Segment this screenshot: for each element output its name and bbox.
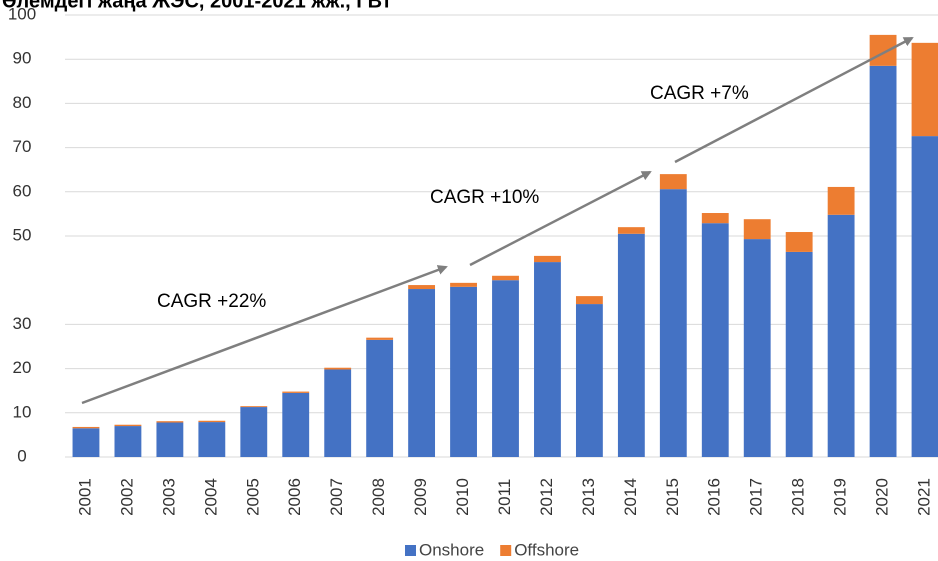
x-tick-label: 2007 (327, 478, 346, 516)
x-tick-label: 2014 (621, 478, 640, 516)
x-tick-label: 2012 (537, 478, 556, 516)
x-tick-label: 2013 (579, 478, 598, 516)
bar-segment (450, 286, 477, 457)
chart-title: Әлемдегі жаңа ЖЭС, 2001-2021 жж., ГВт (2, 0, 392, 12)
legend-label: Onshore (419, 540, 484, 559)
x-tick-label: 2005 (243, 478, 262, 516)
arrow (469, 170, 652, 267)
bar-segment (701, 213, 729, 224)
annotation: CAGR +7% (650, 83, 749, 104)
legend-swatch (500, 545, 512, 556)
bar-segment (534, 255, 561, 263)
bar-segment (366, 337, 394, 340)
bar-segment (240, 406, 268, 408)
bars (72, 34, 938, 457)
bar-segment (324, 369, 352, 457)
y-tick-label: 20 (13, 358, 32, 377)
bar-segment (492, 280, 519, 457)
bar-segment (785, 251, 813, 457)
bar-segment (198, 422, 226, 457)
bar-segment (701, 223, 729, 457)
y-tick-label: 30 (13, 314, 32, 333)
arrow (81, 265, 448, 405)
x-tick-label: 2019 (831, 478, 850, 516)
x-tick-label: 2004 (201, 478, 220, 516)
y-tick-label: 10 (13, 402, 32, 421)
bar-segment (827, 214, 855, 457)
bar-segment (408, 289, 436, 457)
x-tick-label: 2009 (411, 478, 430, 516)
y-tick-label: 70 (13, 137, 32, 156)
bar-segment (659, 174, 687, 190)
bar-segment (198, 420, 226, 423)
bar-segment (743, 239, 771, 457)
bar-segment (911, 42, 938, 137)
x-tick-label: 2006 (285, 478, 304, 516)
x-tick-label: 2010 (453, 478, 472, 516)
bar-segment (408, 285, 436, 290)
legend-label: Offshore (514, 540, 579, 559)
legend-swatch (405, 545, 416, 556)
x-tick-label: 2002 (117, 478, 136, 516)
x-tick-label: 2011 (495, 479, 514, 516)
bar-segment (114, 426, 142, 457)
annotation: CAGR +10% (430, 187, 539, 208)
x-tick-label: 2020 (873, 478, 892, 516)
bar-segment (869, 65, 897, 457)
y-tick-label: 60 (13, 181, 32, 200)
bar-segment (114, 424, 142, 427)
x-tick-label: 2018 (789, 478, 808, 516)
bar-segment (575, 296, 603, 305)
x-tick-label: 2001 (75, 478, 94, 516)
x-tick-label: 2021 (915, 478, 934, 516)
bar-segment (575, 304, 603, 457)
bar-segment (366, 339, 394, 457)
bar-segment (743, 219, 771, 240)
bar-segment (282, 392, 310, 457)
x-tick-label: 2003 (159, 478, 178, 516)
bar-segment (617, 233, 645, 457)
grid (65, 14, 938, 458)
bar-segment (72, 428, 100, 457)
bar-segment (282, 391, 310, 393)
bar-segment (156, 421, 184, 423)
bar-segment (869, 34, 897, 66)
y-tick-label: 90 (13, 49, 32, 68)
bar-segment (324, 367, 352, 370)
y-tick-label: 50 (13, 225, 32, 244)
y-tick-label: 100 (8, 4, 36, 23)
bar-segment (240, 407, 268, 457)
bar-segment (827, 186, 855, 215)
x-tick-label: 2008 (369, 478, 388, 516)
bar-segment (659, 189, 687, 457)
bar-segment (534, 262, 561, 457)
annotation: CAGR +22% (157, 291, 266, 312)
bar-segment (617, 227, 645, 234)
bar-segment (785, 232, 813, 252)
bar-segment (911, 136, 938, 457)
arrow (674, 36, 914, 164)
bar-segment (450, 282, 477, 287)
y-tick-label: 0 (17, 446, 26, 465)
bar-segment (156, 422, 184, 457)
bar-segment (492, 275, 519, 281)
x-tick-label: 2017 (747, 478, 766, 516)
x-tick-label: 2016 (705, 478, 724, 516)
bar-segment (72, 426, 100, 429)
x-tick-label: 2015 (663, 478, 682, 516)
y-tick-label: 80 (13, 93, 32, 112)
